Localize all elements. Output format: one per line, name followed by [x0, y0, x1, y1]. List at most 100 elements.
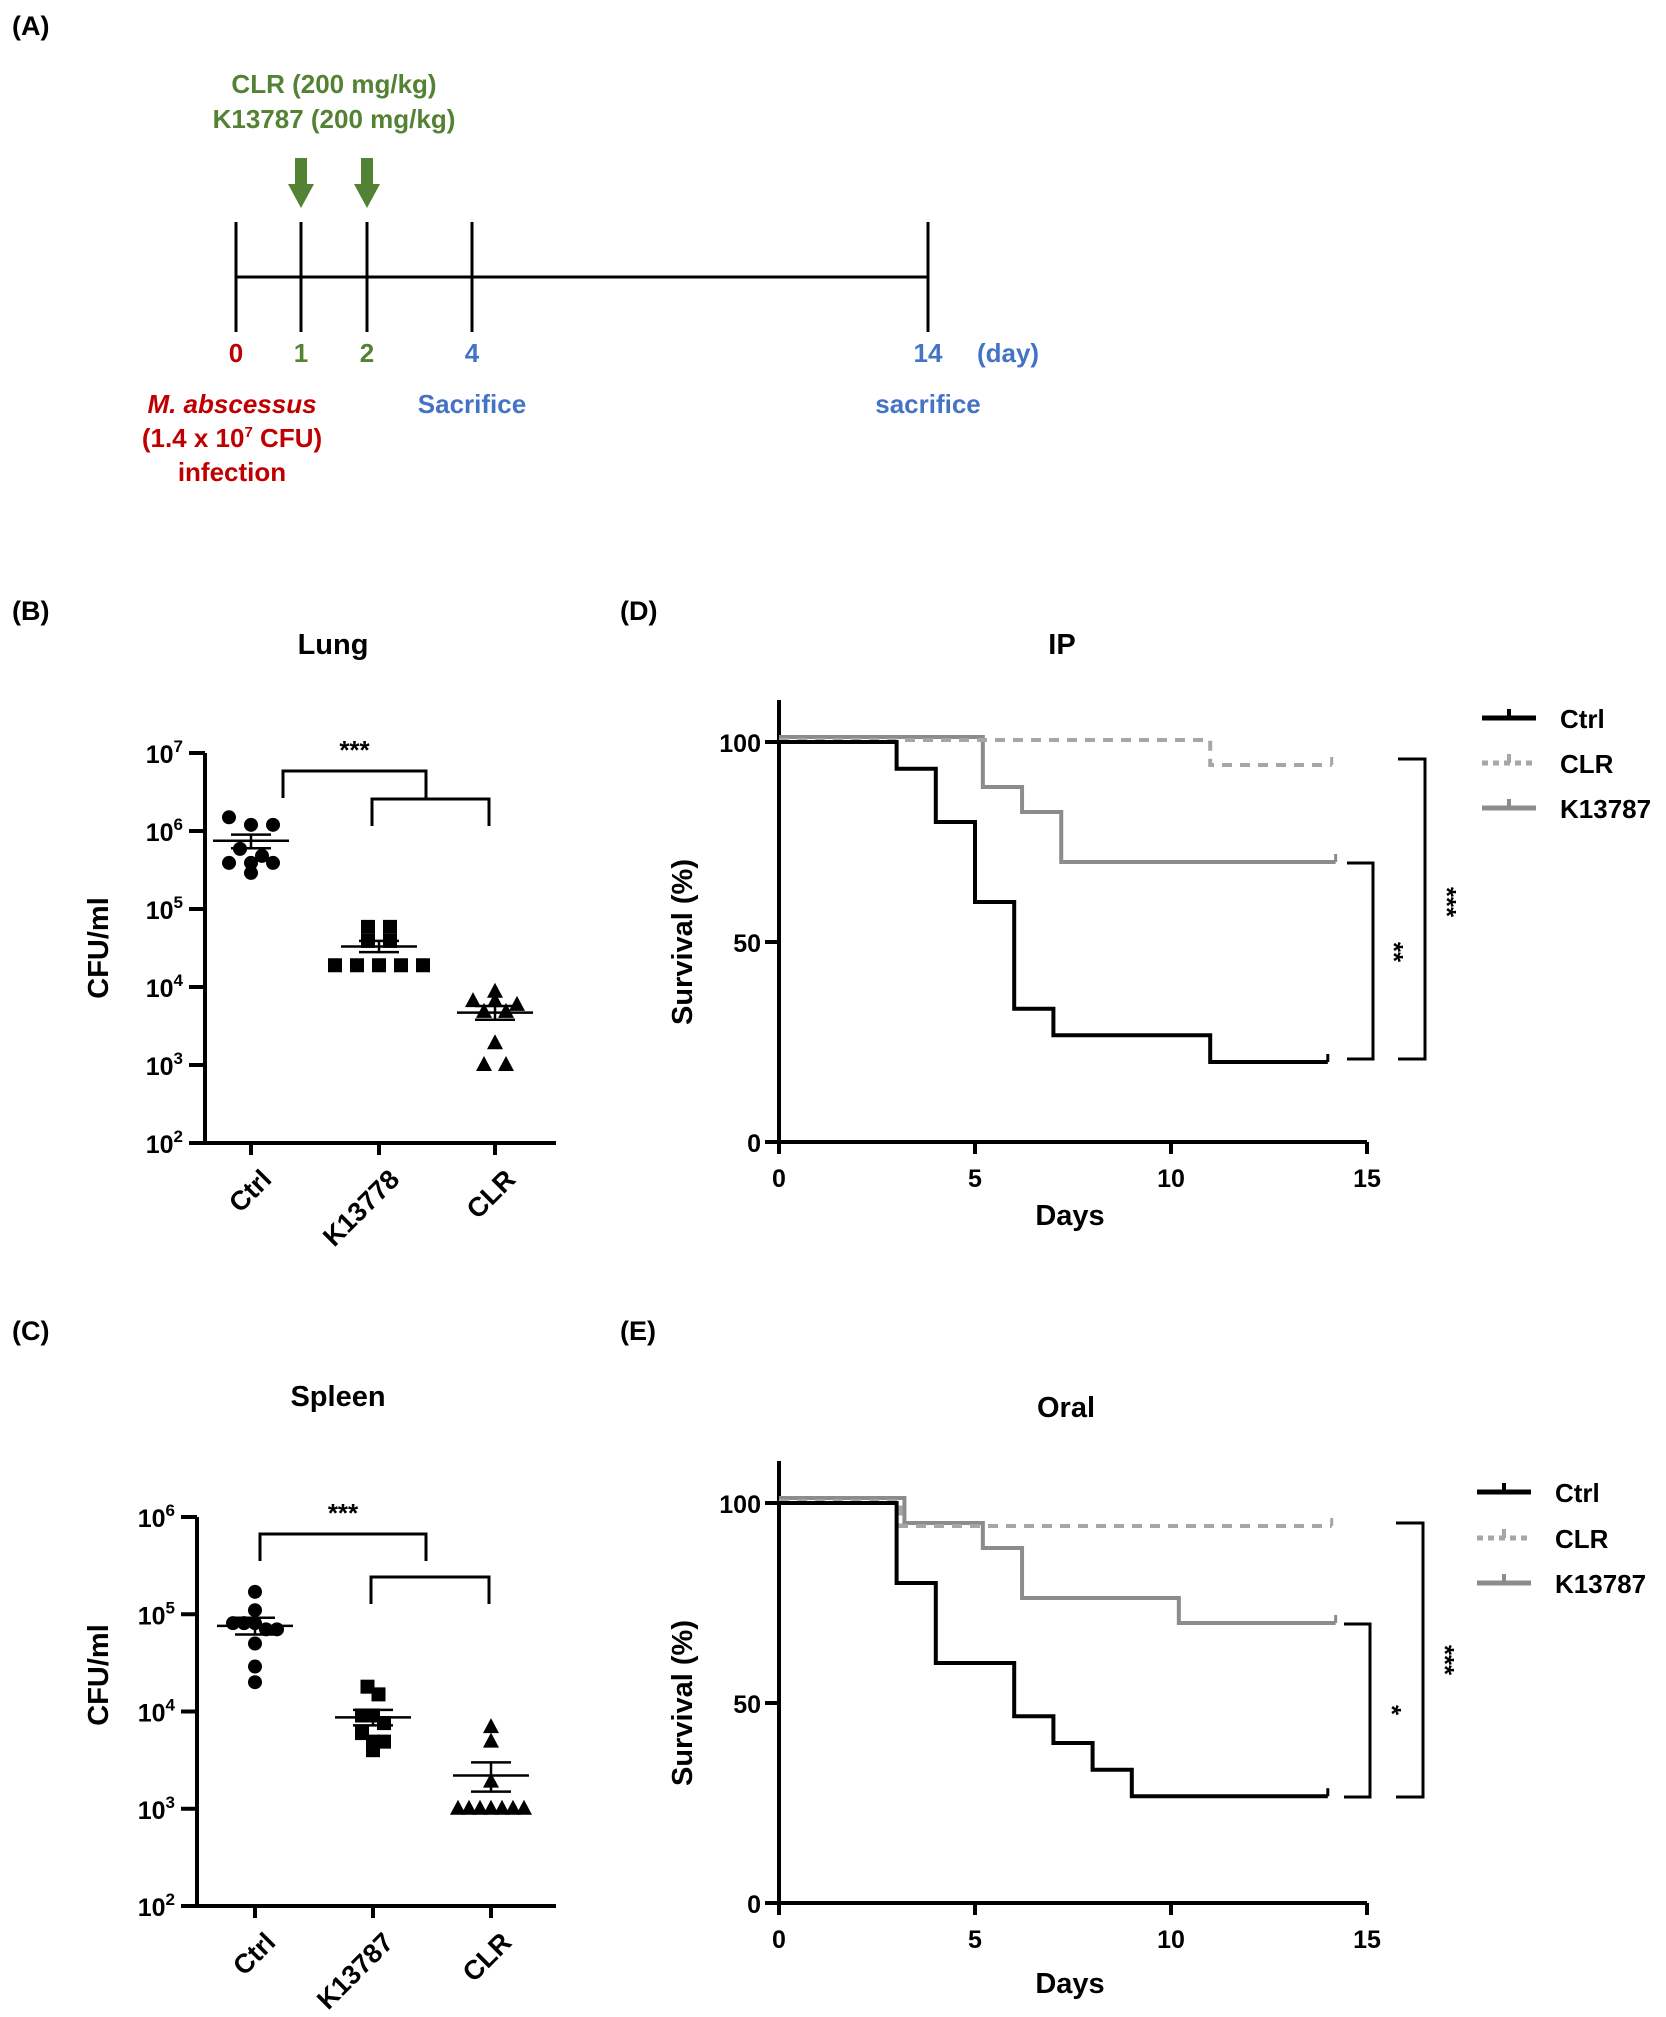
y-tick-label: 100: [719, 730, 761, 758]
y-tick-label: 106: [138, 1501, 175, 1533]
sacrifice-day4-label: Sacrifice: [418, 389, 526, 419]
legend-censor-mark: [1507, 754, 1511, 763]
y-axis-title-lung: CFU/ml: [83, 897, 115, 999]
treatment-label-line2: K13787 (200 mg/kg): [213, 104, 456, 134]
timeline-tick-label: 0: [229, 338, 243, 368]
significance-label: ***: [1430, 1645, 1460, 1676]
x-tick-label: 5: [968, 1926, 982, 1954]
data-point-clr: [483, 1732, 499, 1748]
x-axis-title-oral: Days: [1035, 1968, 1104, 2000]
data-point-clr: [498, 1002, 514, 1018]
significance-bracket: [258, 1532, 428, 1561]
significance-label: ***: [328, 1498, 359, 1528]
y-axis-title-ip: Survival (%): [667, 859, 699, 1025]
y-tick-label: 103: [146, 1049, 183, 1081]
data-point-k13778: [350, 958, 364, 973]
panel-e: (E) Oral Survival (%) Days 0 50 100 0 5 10 15 C…: [620, 1316, 1646, 2000]
data-point-k13778: [372, 958, 386, 973]
timeline-tick-labels: 0 1 2 4 14: [229, 338, 943, 368]
significance-label: ***: [339, 735, 370, 765]
chart-title-oral: Oral: [1037, 1392, 1095, 1424]
y-tick-label: 106: [146, 815, 183, 847]
sacrifice-day14-label: sacrifice: [875, 389, 981, 419]
infection-label: infection: [178, 457, 286, 487]
data-point-k13787: [355, 1708, 369, 1723]
y-tick-base: 10: [138, 1700, 166, 1728]
infection-dose-post: CFU): [253, 423, 322, 453]
data-point-k13787: [377, 1734, 391, 1749]
significance-bracket: [1396, 1521, 1425, 1799]
x-tick-label: 10: [1157, 1165, 1185, 1193]
x-tick-label: CLR: [457, 1927, 517, 1987]
timeline-axis: [234, 222, 930, 332]
data-point-ctrl: [266, 817, 280, 832]
data-point-ctrl: [248, 1636, 262, 1651]
y-tick-base: 10: [146, 1053, 174, 1081]
infection-dose-label: (1.4 x 107 CFU): [142, 423, 322, 453]
y-tick-exponent: 3: [174, 1049, 183, 1068]
chart-title-spleen: Spleen: [290, 1381, 385, 1413]
data-point-clr: [476, 1056, 492, 1071]
panel-label-d: (D): [620, 596, 657, 626]
panel-label-e: (E): [620, 1316, 656, 1346]
data-point-k13787: [366, 1743, 380, 1758]
legend-censor-mark: [1502, 1529, 1506, 1538]
legend-censor-mark: [1502, 1574, 1506, 1583]
data-point-k13778: [394, 958, 408, 973]
data-point-k13787: [355, 1726, 369, 1741]
legend-label-k13787: K13787: [1555, 1569, 1646, 1599]
y-axis-title-oral: Survival (%): [667, 1620, 699, 1786]
data-point-clr: [472, 1799, 488, 1815]
infection-organism-label: M. abscessus: [147, 389, 316, 419]
significance-bracket: [1398, 757, 1427, 1061]
significance-bracket: [1344, 1622, 1372, 1799]
timeline-tick-label: 4: [465, 338, 480, 368]
data-point-ctrl: [248, 1584, 262, 1599]
data-point-ctrl: [244, 855, 258, 870]
data-point-ctrl: [244, 865, 258, 880]
legend-label-ctrl: Ctrl: [1555, 1478, 1600, 1508]
survival-curve-k13787: [779, 735, 1336, 864]
y-tick-exponent: 4: [166, 1696, 176, 1715]
legend-label-ctrl: Ctrl: [1560, 704, 1605, 734]
data-point-ctrl: [248, 1675, 262, 1690]
data-point-clr: [483, 1718, 499, 1734]
data-point-ctrl: [248, 1659, 262, 1674]
x-tick-label: 5: [968, 1165, 982, 1193]
y-tick-base: 10: [138, 1505, 166, 1533]
down-arrow-icon: [354, 158, 380, 208]
data-point-ctrl: [248, 1603, 262, 1618]
x-tick-label: 15: [1353, 1926, 1381, 1954]
significance-bracket: [1347, 861, 1375, 1061]
data-point-ctrl: [244, 817, 258, 832]
timeline-tick-label: 1: [294, 338, 308, 368]
data-point-clr: [450, 1799, 466, 1815]
y-tick-exponent: 5: [174, 893, 183, 912]
data-point-ctrl: [222, 855, 236, 870]
y-tick-exponent: 7: [174, 737, 183, 756]
legend-label-k13787: K13787: [1560, 794, 1651, 824]
x-axis-title-ip: Days: [1035, 1200, 1104, 1232]
legend-censor-mark: [1507, 709, 1511, 718]
data-point-k13778: [383, 919, 397, 934]
y-tick-label: 105: [146, 893, 183, 925]
survival-curve-ctrl: [779, 740, 1328, 1064]
y-tick-label: 107: [146, 737, 183, 769]
timeline-unit-label: (day): [977, 338, 1039, 368]
y-axis-title-spleen: CFU/ml: [83, 1624, 115, 1726]
y-tick-exponent: 2: [166, 1890, 175, 1909]
significance-label: **: [1379, 942, 1409, 963]
data-point-k13778: [416, 958, 430, 973]
data-point-clr: [494, 1799, 510, 1815]
timeline-tick-label: 14: [914, 338, 943, 368]
infection-dose-exponent: 7: [244, 424, 252, 441]
y-tick-exponent: 6: [166, 1501, 175, 1520]
data-point-clr: [516, 1799, 532, 1815]
y-tick-base: 10: [146, 897, 174, 925]
data-point-clr: [483, 1799, 499, 1815]
significance-bracket: [369, 1575, 491, 1604]
significance-bracket: [281, 769, 428, 798]
y-tick-base: 10: [146, 819, 174, 847]
